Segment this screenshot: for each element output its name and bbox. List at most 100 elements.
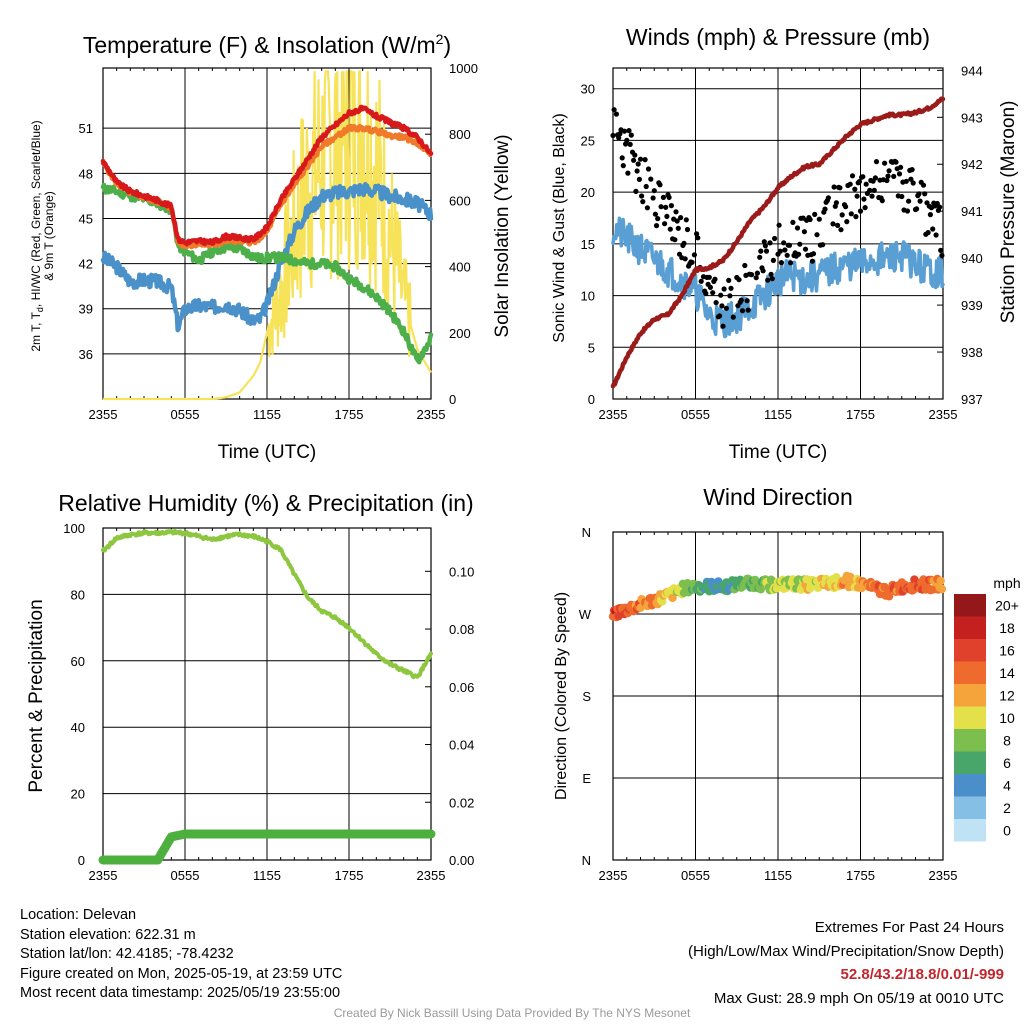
rh-y-tick-label: 100 [63,521,85,536]
wind-y-tick-label: 30 [581,82,595,97]
gust-point [909,167,915,173]
extremes-box: Extremes For Past 24 Hours (High/Low/Max… [688,916,1004,1010]
colorbar-swatch [954,751,986,774]
gust-point [678,215,684,221]
gust-point [706,274,712,280]
gust-point [844,219,850,225]
gust-point [838,227,844,233]
gust-point [673,209,679,215]
gust-point [857,208,864,214]
precip-line [98,829,436,865]
gust-point [753,275,759,281]
gust-point [867,187,873,193]
colorbar-swatch [954,594,986,617]
gust-point [695,235,701,241]
gust-point [648,176,654,182]
gust-point [617,131,623,137]
gust-point [781,240,787,246]
wind-x-tick-label: 1755 [846,407,875,422]
gust-point [831,184,837,190]
gust-point [879,198,885,204]
gust-point [645,166,652,172]
colorbar-swatch [954,706,986,729]
gust-point [856,179,863,185]
temp-y2-tick-label: 800 [449,127,471,142]
gust-point [739,308,746,314]
temp-x-tick-label: 1155 [253,407,281,422]
gust-point [925,230,931,236]
gust-point [655,216,661,222]
gust-point [786,242,793,248]
gust-point [917,198,923,204]
wind-y-tick-label: 0 [588,392,595,407]
rh-y2-tick-label: 0.10 [449,564,474,579]
gust-point [613,111,620,117]
wind-y2-tick-label: 941 [961,204,983,219]
gust-point [666,194,672,200]
gust-point [689,259,695,265]
gust-point [633,188,639,194]
sonic-wind-line [611,216,945,339]
temp-y2-tick-label: 0 [449,392,456,407]
gust-point [637,156,644,162]
gust-point [899,193,905,200]
gust-point [663,204,669,210]
gust-point [884,177,890,184]
gust-point [788,260,794,266]
dewpoint-line [100,181,434,333]
gust-point [644,205,651,211]
gust-point [849,173,856,179]
temp-y-axis-title-line2: & 9m T (Orange) [42,191,56,281]
gust-point [898,164,904,170]
gust-point [922,191,928,197]
wind-y-axis-title: Sonic Wind & Gust (Blue, Black) [551,113,568,342]
gust-point [767,240,773,246]
gust-point [809,258,816,264]
gust-point [904,208,911,214]
temp-y2-tick-label: 400 [449,260,471,275]
wind-chart-title: Winds (mph) & Pressure (mb) [626,24,930,50]
credit-line: Created By Nick Bassill Using Data Provi… [333,1006,691,1020]
gust-point [652,211,659,217]
dir-y-tick-label: N [582,853,591,868]
gust-point [742,262,748,269]
dir-x-tick-label: 1755 [846,868,875,883]
gust-point [778,260,785,266]
gust-point [820,242,826,248]
gust-point [620,163,626,169]
speed-colorbar: mph 20+ 18 16 14 12 10 8 6 4 2 0 [954,575,1021,842]
gust-point [684,226,691,233]
extremes-legend: (High/Low/Max Wind/Precipitation/Snow De… [688,942,1004,960]
gust-point [639,193,645,199]
gust-point [668,203,675,209]
temp-2m-line [100,104,434,247]
gust-point [650,195,656,201]
wind-panel: 0 5 10 15 20 25 30 937 938 939 940 941 942 943 944 2355… [581,63,983,422]
gust-point [736,277,742,283]
temp-x-tick-label: 1755 [335,407,364,422]
gust-point [893,159,899,165]
gust-point [782,247,788,253]
colorbar-label: 8 [1003,732,1011,748]
gust-point [933,232,939,238]
gust-point [682,256,688,262]
colorbar-swatch [954,819,986,842]
dir-x-tick-label: 2355 [599,868,628,883]
temp-y-tick-label: 51 [79,121,93,136]
station-elevation: Station elevation: 622.31 m [20,926,196,943]
gust-point [830,221,836,227]
gust-point [631,157,637,163]
direction-point [756,585,765,594]
gust-point [914,206,920,212]
gust-point [642,157,648,163]
gust-point [634,168,640,174]
dir-chart-title: Wind Direction [703,484,853,510]
gust-point [632,152,638,158]
gust-point [770,257,777,263]
gust-point [762,243,769,249]
gust-point [796,251,802,257]
gust-point [776,222,782,228]
rh-y-tick-label: 0 [78,853,85,868]
gust-point [777,248,783,254]
